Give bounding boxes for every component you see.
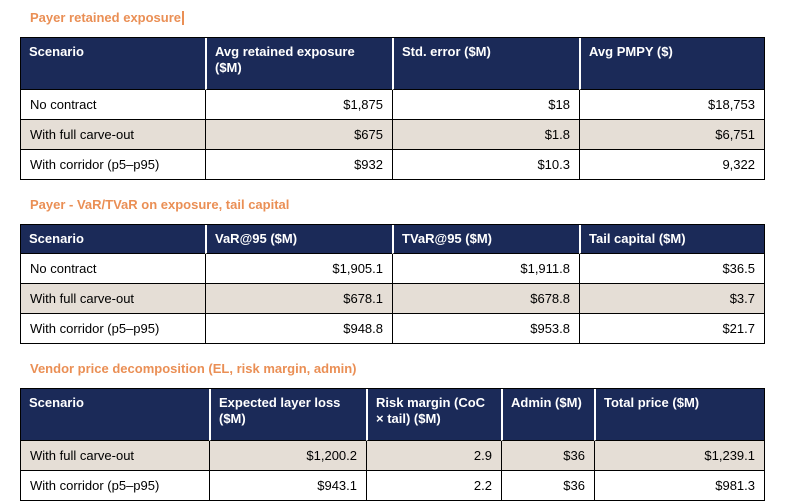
column-header[interactable]: Admin ($M) — [501, 389, 594, 441]
table-row: With full carve-out $675 $1.8 $6,751 — [21, 120, 764, 150]
value-cell[interactable]: $36.5 — [579, 254, 764, 284]
table-row: No contract $1,905.1 $1,911.8 $36.5 — [21, 254, 764, 284]
value-cell[interactable]: 2.9 — [366, 441, 501, 471]
table-row: With corridor (p5–p95) $948.8 $953.8 $21.7 — [21, 314, 764, 343]
doc-section: Vendor price decomposition (EL, risk mar… — [20, 361, 791, 501]
value-cell[interactable]: 9,322 — [579, 150, 764, 179]
scenario-cell[interactable]: With full carve-out — [21, 441, 209, 471]
table-row: With corridor (p5–p95) $932 $10.3 9,322 — [21, 150, 764, 179]
scenario-cell[interactable]: No contract — [21, 90, 205, 120]
text-cursor — [182, 11, 185, 25]
column-header[interactable]: VaR@95 ($M) — [205, 225, 392, 254]
value-cell[interactable]: $36 — [501, 471, 594, 500]
value-cell[interactable]: $981.3 — [594, 471, 764, 500]
value-cell[interactable]: $1,911.8 — [392, 254, 579, 284]
value-cell[interactable]: $932 — [205, 150, 392, 179]
value-cell[interactable]: $21.7 — [579, 314, 764, 343]
value-cell[interactable]: $943.1 — [209, 471, 366, 500]
value-cell[interactable]: $1,875 — [205, 90, 392, 120]
section-title[interactable]: Vendor price decomposition (EL, risk mar… — [30, 361, 791, 376]
column-header[interactable]: Scenario — [21, 389, 209, 441]
scenario-cell[interactable]: No contract — [21, 254, 205, 284]
value-cell[interactable]: $953.8 — [392, 314, 579, 343]
table-row: With full carve-out $678.1 $678.8 $3.7 — [21, 284, 764, 314]
value-cell[interactable]: $675 — [205, 120, 392, 150]
table-row: No contract $1,875 $18 $18,753 — [21, 90, 764, 120]
value-cell[interactable]: $6,751 — [579, 120, 764, 150]
value-cell[interactable]: $1,905.1 — [205, 254, 392, 284]
value-cell[interactable]: $1,239.1 — [594, 441, 764, 471]
section-title[interactable]: Payer retained exposure — [30, 10, 791, 25]
section-title-text: Vendor price decomposition (EL, risk mar… — [30, 361, 357, 376]
value-cell[interactable]: $678.1 — [205, 284, 392, 314]
value-cell[interactable]: $1,200.2 — [209, 441, 366, 471]
scenario-cell[interactable]: With full carve-out — [21, 120, 205, 150]
value-cell[interactable]: $948.8 — [205, 314, 392, 343]
value-cell[interactable]: $1.8 — [392, 120, 579, 150]
column-header[interactable]: Std. error ($M) — [392, 38, 579, 90]
column-header[interactable]: Tail capital ($M) — [579, 225, 764, 254]
column-header[interactable]: Avg PMPY ($) — [579, 38, 764, 90]
section-title-text: Payer - VaR/TVaR on exposure, tail capit… — [30, 197, 290, 212]
value-cell[interactable]: $36 — [501, 441, 594, 471]
value-cell[interactable]: $3.7 — [579, 284, 764, 314]
data-table: Scenario Expected layer loss ($M) Risk mar… — [20, 388, 765, 501]
doc-section: Payer - VaR/TVaR on exposure, tail capit… — [20, 197, 791, 344]
scenario-cell[interactable]: With corridor (p5–p95) — [21, 471, 209, 500]
column-header[interactable]: TVaR@95 ($M) — [392, 225, 579, 254]
value-cell[interactable]: $18,753 — [579, 90, 764, 120]
section-title-text: Payer retained exposure — [30, 10, 182, 25]
table-row: With full carve-out $1,200.2 2.9 $36 $1,239.… — [21, 441, 764, 471]
value-cell[interactable]: $18 — [392, 90, 579, 120]
data-table: Scenario VaR@95 ($M) TVaR@95 ($M) Tail capi… — [20, 224, 765, 344]
column-header[interactable]: Scenario — [21, 225, 205, 254]
value-cell[interactable]: $10.3 — [392, 150, 579, 179]
header-row: Scenario VaR@95 ($M) TVaR@95 ($M) Tail capi… — [21, 225, 764, 254]
scenario-cell[interactable]: With corridor (p5–p95) — [21, 150, 205, 179]
column-header[interactable]: Expected layer loss ($M) — [209, 389, 366, 441]
scenario-cell[interactable]: With full carve-out — [21, 284, 205, 314]
column-header[interactable]: Avg retained exposure ($M) — [205, 38, 392, 90]
value-cell[interactable]: 2.2 — [366, 471, 501, 500]
value-cell[interactable]: $678.8 — [392, 284, 579, 314]
doc-section: Payer retained exposure Scenario Avg retai… — [20, 10, 791, 180]
column-header[interactable]: Total price ($M) — [594, 389, 764, 441]
scenario-cell[interactable]: With corridor (p5–p95) — [21, 314, 205, 343]
section-title[interactable]: Payer - VaR/TVaR on exposure, tail capit… — [30, 197, 791, 212]
table-row: With corridor (p5–p95) $943.1 2.2 $36 $981.3 — [21, 471, 764, 500]
data-table: Scenario Avg retained exposure ($M) Std. e… — [20, 37, 765, 180]
column-header[interactable]: Scenario — [21, 38, 205, 90]
header-row: Scenario Avg retained exposure ($M) Std. e… — [21, 38, 764, 90]
header-row: Scenario Expected layer loss ($M) Risk mar… — [21, 389, 764, 441]
column-header[interactable]: Risk margin (CoC × tail) ($M) — [366, 389, 501, 441]
